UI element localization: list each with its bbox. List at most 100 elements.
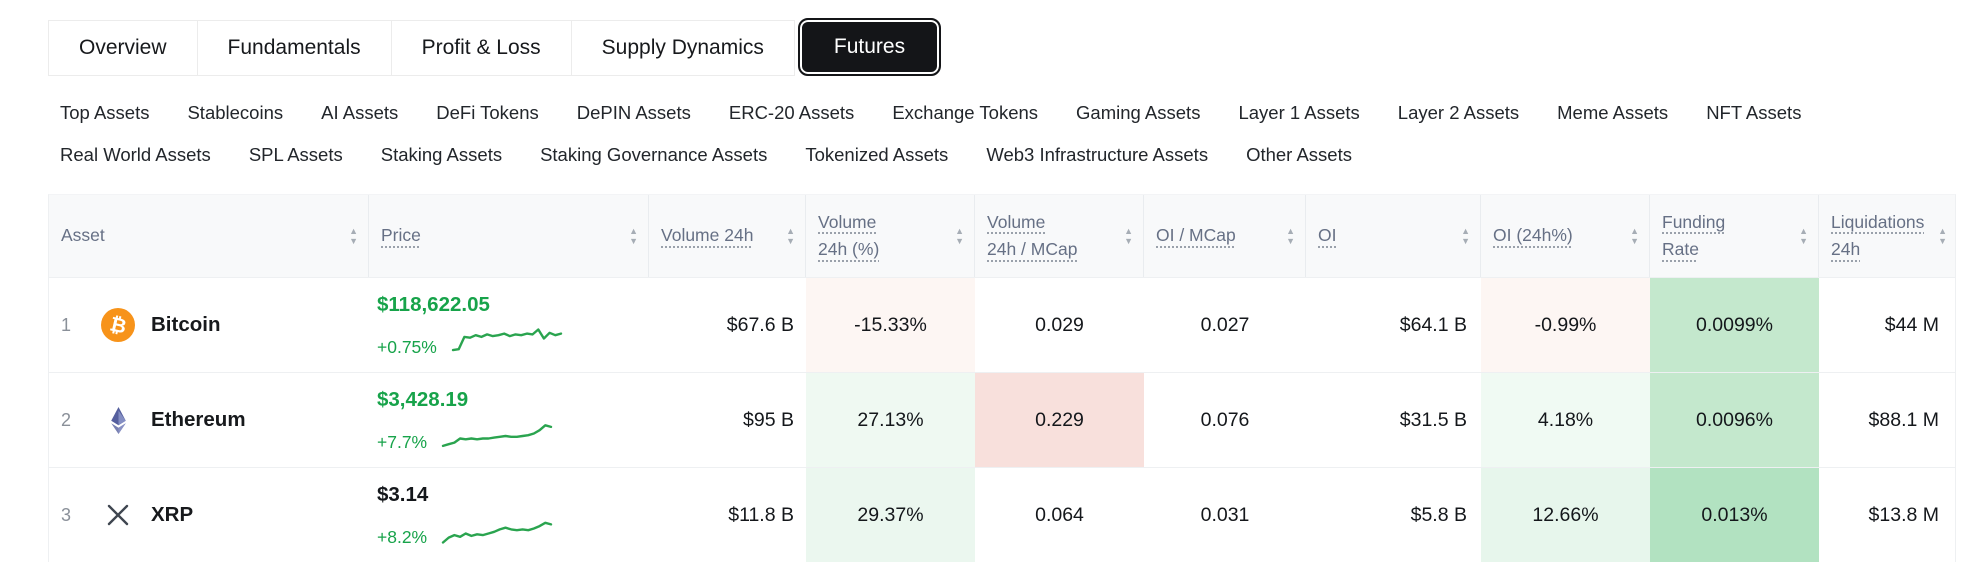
cell-vol24hMcap: 0.064 xyxy=(975,468,1144,562)
cell-funding: 0.013% xyxy=(1650,468,1819,562)
filter-tokenized-assets[interactable]: Tokenized Assets xyxy=(805,144,949,165)
price-change: +7.7% xyxy=(377,431,428,452)
column-header-asset[interactable]: Asset ▲ ▼ xyxy=(49,195,369,277)
table-body: 1 ₿ Bitcoin $118,622.05 +0.75% $67.6 B -15.33%… xyxy=(49,277,1955,562)
column-label-oi: OI xyxy=(1318,225,1337,246)
cell-value: 12.66% xyxy=(1532,503,1599,526)
table-row-ethereum[interactable]: 2 Ethereum $3,428.19 +7.7% $95 B 27.13% 0.229 0… xyxy=(49,372,1955,467)
cell-oiMcap: 0.027 xyxy=(1144,278,1306,372)
tab-overview[interactable]: Overview xyxy=(49,21,197,75)
filter-ai-assets[interactable]: AI Assets xyxy=(321,102,399,123)
tab-supply-dynamics[interactable]: Supply Dynamics xyxy=(570,21,794,75)
sort-arrows-icon: ▲ ▼ xyxy=(1799,227,1808,246)
filter-staking-governance-assets[interactable]: Staking Governance Assets xyxy=(540,144,768,165)
filter-meme-assets[interactable]: Meme Assets xyxy=(1557,102,1669,123)
price-value: $118,622.05 xyxy=(377,292,490,316)
filter-top-assets[interactable]: Top Assets xyxy=(60,102,150,123)
column-header-vol24h[interactable]: Volume 24h ▲ ▼ xyxy=(649,195,806,277)
cell-liq24h: $88.1 M xyxy=(1819,373,1957,467)
column-label-vol24hMcap: Volume 24h / MCap xyxy=(987,211,1078,259)
cell-oiMcap: 0.031 xyxy=(1144,468,1306,562)
sort-down-icon: ▼ xyxy=(1630,236,1639,246)
price-change-row: +8.2% xyxy=(377,512,553,548)
column-header-vol24hMcap[interactable]: Volume 24h / MCap ▲ ▼ xyxy=(975,195,1144,277)
column-label-liq24h: Liquidations 24h xyxy=(1831,211,1925,259)
cell-value: -0.99% xyxy=(1534,313,1597,336)
tab-active-slot: Futures xyxy=(795,18,942,76)
price-sparkline xyxy=(441,521,553,544)
cell-value: 4.18% xyxy=(1537,408,1594,431)
xrp-icon xyxy=(101,498,135,532)
cell-vol24h: $67.6 B xyxy=(649,278,806,372)
filter-exchange-tokens[interactable]: Exchange Tokens xyxy=(892,102,1039,123)
sort-up-icon: ▲ xyxy=(1461,226,1470,236)
cell-value: 0.076 xyxy=(1200,408,1250,431)
cell-oi24h: 12.66% xyxy=(1481,468,1650,562)
filter-layer-2-assets[interactable]: Layer 2 Assets xyxy=(1397,102,1520,123)
filter-spl-assets[interactable]: SPL Assets xyxy=(248,144,343,165)
cell-oi: $31.5 B xyxy=(1306,373,1481,467)
column-header-oiMcap[interactable]: OI / MCap ▲ ▼ xyxy=(1144,195,1306,277)
filter-depin-assets[interactable]: DePIN Assets xyxy=(576,102,691,123)
sort-arrows-icon: ▲ ▼ xyxy=(629,227,638,246)
sort-down-icon: ▼ xyxy=(629,236,638,246)
table-row-bitcoin[interactable]: 1 ₿ Bitcoin $118,622.05 +0.75% $67.6 B -15.33%… xyxy=(49,277,1955,372)
sort-down-icon: ▼ xyxy=(786,236,795,246)
cell-funding: 0.0096% xyxy=(1650,373,1819,467)
cell-vol24hPct: 29.37% xyxy=(806,468,975,562)
cell-oi24h: 4.18% xyxy=(1481,373,1650,467)
cell-oi: $5.8 B xyxy=(1306,468,1481,562)
column-header-oi[interactable]: OI ▲ ▼ xyxy=(1306,195,1481,277)
tab-profit-loss[interactable]: Profit & Loss xyxy=(390,21,571,75)
rank-number: 3 xyxy=(61,504,72,525)
filter-defi-tokens[interactable]: DeFi Tokens xyxy=(436,102,539,123)
tab-futures[interactable]: Futures xyxy=(797,18,942,76)
sort-up-icon: ▲ xyxy=(349,226,358,236)
cell-value: $88.1 M xyxy=(1868,408,1939,431)
column-label-asset: Asset xyxy=(61,225,105,246)
asset-cell: 3 XRP xyxy=(49,468,369,562)
cell-value: 0.029 xyxy=(1035,313,1084,336)
filter-gaming-assets[interactable]: Gaming Assets xyxy=(1076,102,1201,123)
filter-web3-infrastructure-assets[interactable]: Web3 Infrastructure Assets xyxy=(986,144,1209,165)
asset-name: XRP xyxy=(151,503,194,526)
filter-real-world-assets[interactable]: Real World Assets xyxy=(60,144,211,165)
table-row-xrp[interactable]: 3 XRP $3.14 +8.2% $11.8 B 29.37% 0.064 0.031 $5.… xyxy=(49,467,1955,562)
cell-value: 0.013% xyxy=(1701,503,1768,526)
filter-nft-assets[interactable]: NFT Assets xyxy=(1706,102,1802,123)
price-change-row: +7.7% xyxy=(377,417,553,453)
price-value: $3.14 xyxy=(377,482,429,506)
tab-fundamentals[interactable]: Fundamentals xyxy=(196,21,391,75)
column-header-liq24h[interactable]: Liquidations 24h ▲ ▼ xyxy=(1819,195,1957,277)
price-change-row: +0.75% xyxy=(377,322,563,358)
filter-other-assets[interactable]: Other Assets xyxy=(1246,144,1352,165)
cell-vol24h: $95 B xyxy=(649,373,806,467)
cell-value: $44 M xyxy=(1884,313,1939,336)
sort-up-icon: ▲ xyxy=(1938,226,1947,236)
filter-layer-1-assets[interactable]: Layer 1 Assets xyxy=(1238,102,1360,123)
price-cell: $3.14 +8.2% xyxy=(369,468,649,562)
column-label-price: Price xyxy=(381,225,421,246)
sort-arrows-icon: ▲ ▼ xyxy=(786,227,795,246)
sort-up-icon: ▲ xyxy=(1286,226,1295,236)
asset-category-filters: Top Assets Stablecoins AI Assets DeFi Token… xyxy=(60,102,1940,166)
filter-staking-assets[interactable]: Staking Assets xyxy=(380,144,503,165)
filter-stablecoins[interactable]: Stablecoins xyxy=(187,102,284,123)
cell-value: -15.33% xyxy=(854,313,927,336)
cell-liq24h: $44 M xyxy=(1819,278,1957,372)
filter-erc-20-assets[interactable]: ERC-20 Assets xyxy=(728,102,855,123)
cell-value: 0.0096% xyxy=(1696,408,1773,431)
column-label-funding: Funding Rate xyxy=(1662,211,1726,259)
column-header-price[interactable]: Price ▲ ▼ xyxy=(369,195,649,277)
sort-arrows-icon: ▲ ▼ xyxy=(955,227,964,246)
rank-number: 1 xyxy=(61,314,72,335)
table-header-row: Asset ▲ ▼ Price ▲ ▼ Volume 24h ▲ ▼ Volume 24h (%)… xyxy=(49,195,1955,277)
cell-value: 0.0099% xyxy=(1696,313,1773,336)
price-sparkline xyxy=(441,423,553,447)
column-header-funding[interactable]: Funding Rate ▲ ▼ xyxy=(1650,195,1819,277)
column-header-vol24hPct[interactable]: Volume 24h (%) ▲ ▼ xyxy=(806,195,975,277)
cell-value: 0.027 xyxy=(1200,313,1250,336)
sort-down-icon: ▼ xyxy=(1799,236,1808,246)
cell-vol24hMcap: 0.229 xyxy=(975,373,1144,467)
column-header-oi24h[interactable]: OI (24h%) ▲ ▼ xyxy=(1481,195,1650,277)
